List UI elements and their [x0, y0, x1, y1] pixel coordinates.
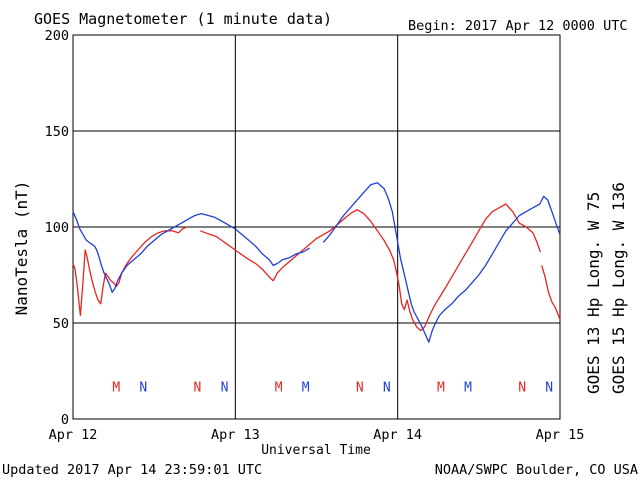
- series-line-0: [541, 265, 561, 320]
- y-axis: 0 50 100 150 200: [45, 28, 69, 428]
- x-tick-label: Apr 12: [49, 427, 98, 443]
- series-line-1: [72, 211, 311, 293]
- legend-goes13: GOES 13 Hp Long. W 75: [584, 192, 603, 394]
- event-marker: N: [194, 380, 202, 395]
- event-marker: N: [139, 380, 147, 395]
- legend-goes15: GOES 15 Hp Long. W 136: [609, 182, 628, 394]
- event-marker: N: [545, 380, 553, 395]
- series-line-1: [322, 182, 561, 343]
- chart-title: GOES Magnetometer (1 minute data): [34, 10, 332, 28]
- event-marker: M: [464, 380, 472, 395]
- y-tick-label: 50: [53, 316, 69, 332]
- x-tick-label: Apr 15: [536, 427, 585, 443]
- event-marker: N: [356, 380, 364, 395]
- event-marker: N: [518, 380, 526, 395]
- event-marker: M: [112, 380, 120, 395]
- x-axis-label: Universal Time: [261, 443, 371, 458]
- footer-updated: Updated 2017 Apr 14 23:59:01 UTC: [2, 462, 262, 478]
- event-marker: N: [221, 380, 229, 395]
- y-tick-label: 150: [45, 124, 69, 140]
- begin-label: Begin: 2017 Apr 12 0000 UTC: [408, 18, 627, 34]
- footer-credit: NOAA/SWPC Boulder, CO USA: [435, 462, 638, 478]
- event-marker: M: [437, 380, 445, 395]
- event-marker: M: [275, 380, 283, 395]
- series-line-0: [72, 226, 187, 316]
- x-tick-label: Apr 14: [373, 427, 422, 443]
- y-tick-label: 0: [61, 412, 69, 428]
- event-marker: M: [302, 380, 310, 395]
- x-tick-label: Apr 13: [211, 427, 260, 443]
- event-marker: N: [383, 380, 391, 395]
- series-lines: [72, 182, 561, 343]
- plot-frame: [72, 34, 561, 420]
- x-axis: Apr 12 Apr 13 Apr 14 Apr 15: [49, 427, 585, 443]
- y-tick-label: 200: [45, 28, 69, 44]
- y-tick-label: 100: [45, 220, 69, 236]
- series-line-0: [199, 203, 542, 332]
- y-axis-label: NanoTesla (nT): [12, 181, 31, 316]
- grid-lines: [73, 35, 560, 419]
